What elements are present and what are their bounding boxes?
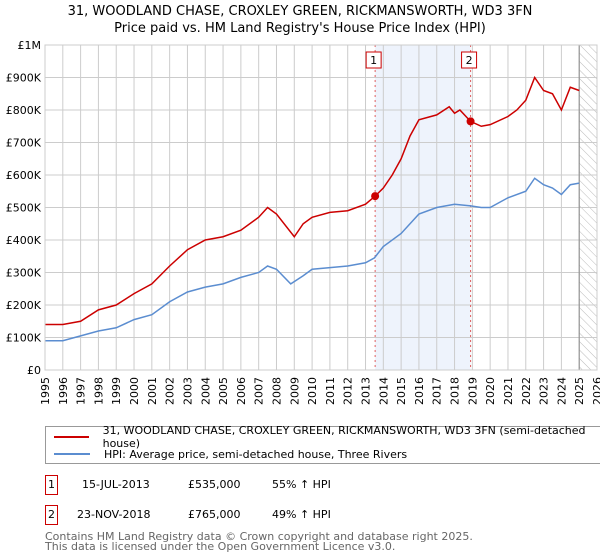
chart-plot: 1995 1996 1997 1998 1999 2000 2001 2002 2003 2004… [6, 39, 600, 405]
sale-badge: 2 [45, 505, 58, 525]
y-tick-label: £0 [27, 364, 41, 377]
y-tick-label: £300K [6, 267, 42, 280]
x-tick-label: 2008 [270, 377, 283, 405]
sale-marker-label: 2 [466, 54, 473, 67]
x-tick-label: 2005 [217, 377, 230, 405]
sale-point [466, 117, 475, 126]
footer-line: Contains HM Land Registry data © Crown c… [45, 530, 473, 543]
x-tick-label: 2004 [199, 377, 212, 405]
x-tick-label: 2010 [306, 377, 319, 405]
y-tick-label: £700K [6, 137, 42, 150]
x-tick-label: 2013 [360, 377, 373, 405]
y-tick-label: £100K [6, 332, 42, 345]
sale-marker-box [365, 51, 382, 69]
x-tick-label: 2017 [431, 377, 444, 405]
x-tick-label: 1996 [57, 377, 70, 405]
sale-date: 15-JUL-2013 [82, 478, 150, 491]
footer-line: This data is licensed under the Open Gov… [45, 540, 396, 553]
x-tick-label: 1999 [110, 377, 123, 405]
x-tick-label: 2023 [538, 377, 551, 405]
x-tick-label: 1998 [92, 377, 105, 405]
y-tick-label: £400K [6, 234, 42, 247]
legend: 31, WOODLAND CHASE, CROXLEY GREEN, RICKM… [45, 424, 600, 464]
sale-price: £535,000 [188, 478, 241, 491]
x-tick-label: 1995 [39, 377, 52, 405]
x-tick-label: 2024 [555, 377, 568, 405]
series-line [45, 177, 580, 342]
y-tick-label: £600K [6, 169, 42, 182]
x-tick-label: 2000 [128, 377, 141, 405]
x-tick-label: 1997 [75, 377, 88, 405]
x-tick-label: 2009 [288, 377, 301, 405]
x-tick-label: 2011 [324, 377, 337, 405]
x-tick-label: 2020 [484, 377, 497, 405]
legend-swatch-red [54, 436, 89, 438]
footer: Contains HM Land Registry data © Crown c… [45, 530, 473, 553]
y-tick-label: £1M [18, 39, 42, 52]
sale-marker-box [461, 51, 478, 69]
x-tick-label: 2014 [377, 377, 390, 405]
x-tick-label: 2006 [235, 377, 248, 405]
sale-point [371, 192, 380, 201]
sale-price: £765,000 [188, 508, 241, 521]
x-tick-label: 2022 [520, 377, 533, 405]
x-tick-label: 2018 [449, 377, 462, 405]
y-tick-label: £800K [6, 104, 42, 117]
legend-label: HPI: Average price, semi-detached house,… [104, 447, 408, 461]
x-tick-label: 2007 [253, 377, 266, 405]
chart-subtitle: Price paid vs. HM Land Registry's House … [114, 21, 486, 36]
y-tick-label: £900K [6, 72, 42, 85]
y-tick-label: £200K [6, 299, 42, 312]
x-tick-label: 2025 [573, 377, 586, 405]
x-tick-label: 2021 [502, 377, 515, 405]
y-tick-label: £500K [6, 202, 42, 215]
legend-item-hpi: HPI: Average price, semi-detached house,… [54, 446, 407, 462]
legend-item-property: 31, WOODLAND CHASE, CROXLEY GREEN, RICKM… [54, 424, 600, 450]
legend-label: 31, WOODLAND CHASE, CROXLEY GREEN, RICKM… [102, 424, 586, 450]
x-tick-label: 2016 [413, 377, 426, 405]
sale-date: 23-NOV-2018 [77, 508, 151, 521]
x-tick-label: 2002 [164, 377, 177, 405]
x-tick-label: 2003 [181, 377, 194, 405]
sale-hpi: 49% ↑ HPI [272, 508, 331, 521]
x-tick-label: 2026 [591, 377, 600, 405]
x-tick-label: 2001 [146, 377, 159, 405]
legend-swatch-blue [54, 453, 90, 455]
x-tick-label: 2015 [395, 377, 408, 405]
x-tick-label: 2012 [342, 377, 355, 405]
plot-border [44, 44, 598, 371]
sale-badge: 1 [45, 475, 58, 495]
chart-title: 31, WOODLAND CHASE, CROXLEY GREEN, RICKM… [67, 4, 533, 19]
sale-hpi: 55% ↑ HPI [272, 478, 331, 491]
x-tick-label: 2019 [466, 377, 479, 405]
sale-marker-label: 1 [370, 54, 377, 67]
